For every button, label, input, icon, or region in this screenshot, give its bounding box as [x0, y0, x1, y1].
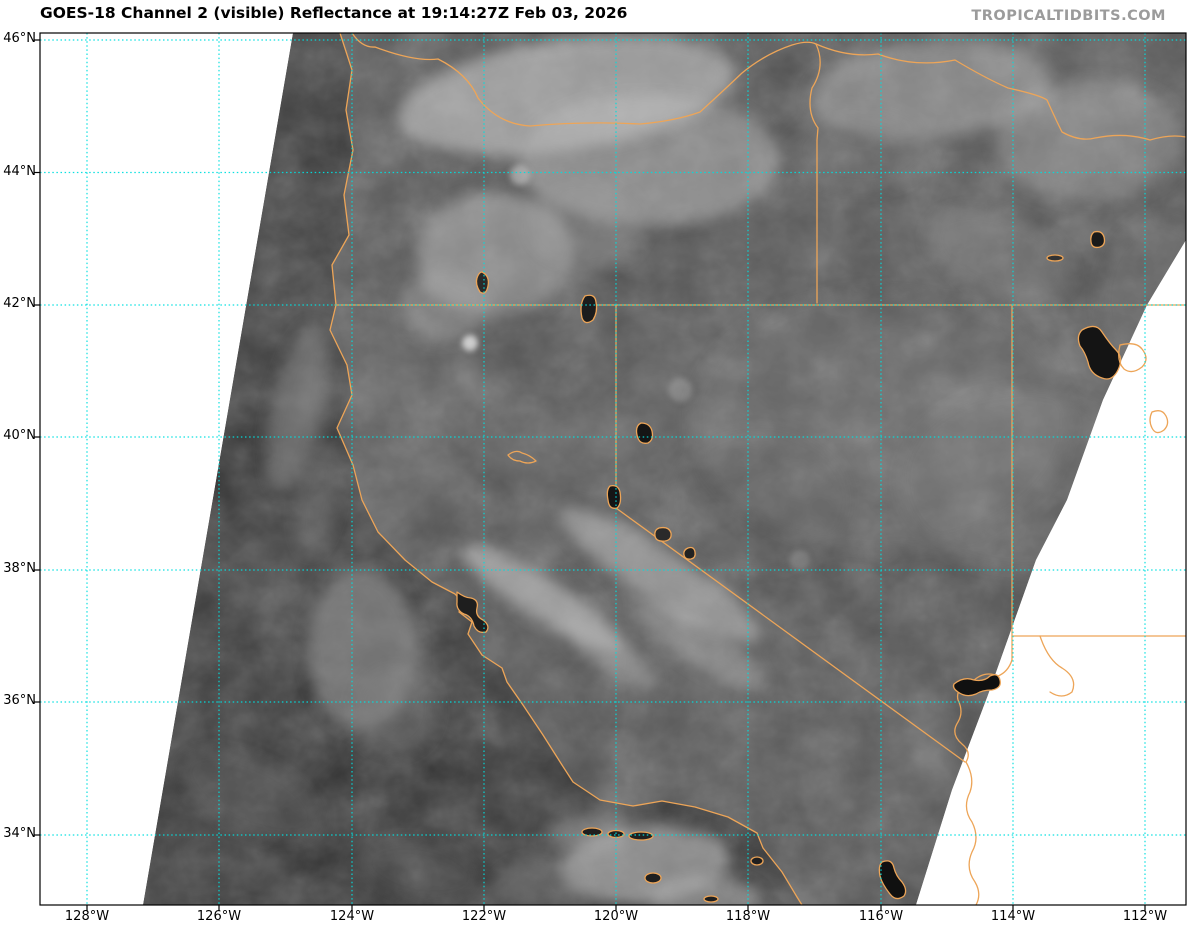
- site-watermark: TROPICALTIDBITS.COM: [971, 8, 1166, 24]
- axis-tick-marks: [34, 39, 1146, 911]
- lat-label-42n: 42°N: [3, 296, 36, 311]
- river-snake-east: [815, 43, 1186, 141]
- utah-lake: [1149, 410, 1169, 434]
- lat-label-44n: 44°N: [3, 163, 36, 179]
- lat-label-40n: 40°N: [3, 428, 36, 443]
- lon-label-126w: 126°W: [196, 909, 242, 924]
- walker-lake: [683, 546, 696, 560]
- lon-label-114w: 114°W: [990, 909, 1036, 924]
- small-lake-idaho: [1046, 254, 1064, 262]
- geography-borders: [329, 33, 1186, 905]
- lon-label-112w: 112°W: [1122, 909, 1168, 924]
- lat-label-38n: 38°N: [3, 561, 36, 576]
- border-or-id: [809, 43, 821, 304]
- lat-label-46n: 46°N: [3, 31, 36, 46]
- bear-lake: [1090, 230, 1106, 249]
- salton-sea: [878, 860, 907, 900]
- river-virgin: [1039, 635, 1075, 697]
- klamath-lake: [475, 271, 490, 294]
- small-bright-clouds: [462, 165, 810, 570]
- honey-lake: [507, 450, 537, 464]
- lon-label-120w: 120°W: [593, 909, 639, 924]
- lon-label-124w: 124°W: [329, 909, 375, 924]
- goose-lake: [580, 294, 598, 324]
- figure-title: GOES-18 Channel 2 (visible) Reflectance …: [40, 4, 628, 22]
- lake-mead: [952, 674, 1001, 697]
- satellite-swath: [143, 33, 1186, 905]
- lon-label-116w: 116°W: [858, 909, 904, 924]
- lat-label-36n: 36°N: [3, 693, 36, 708]
- sf-bay: [456, 591, 489, 634]
- lat-label-34n: 34°N: [3, 826, 36, 841]
- mono-lake: [654, 526, 672, 542]
- salt-flats-outline: [1118, 343, 1147, 373]
- lon-label-128w: 128°W: [64, 909, 110, 924]
- great-salt-lake: [1077, 325, 1122, 380]
- lon-label-118w: 118°W: [725, 909, 771, 924]
- lon-label-122w: 122°W: [461, 909, 507, 924]
- border-wa-or: [351, 33, 817, 127]
- coastline-path: [329, 33, 803, 905]
- pyramid-lake: [635, 422, 654, 444]
- axes-frame: [39, 32, 1187, 906]
- graticule-gridlines: [40, 33, 1186, 905]
- channel-islands: [581, 827, 764, 903]
- lake-tahoe: [606, 484, 622, 509]
